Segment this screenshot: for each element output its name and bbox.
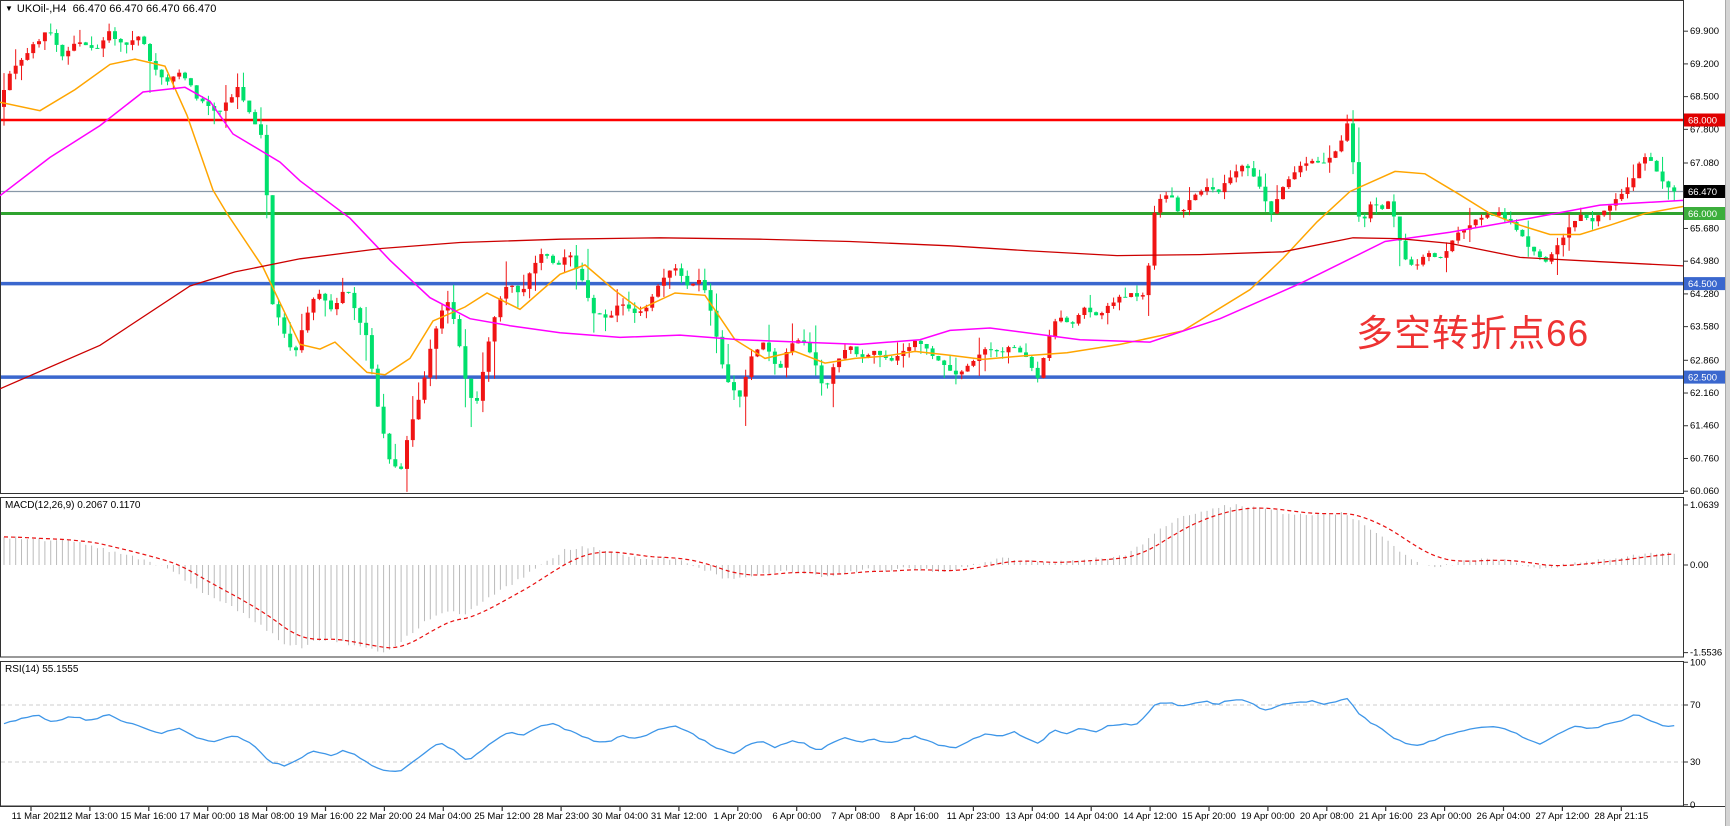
panel-border-1 [0,497,1684,658]
svg-text:23 Apr 00:00: 23 Apr 00:00 [1418,811,1472,822]
svg-text:62.500: 62.500 [1688,373,1717,384]
svg-text:7 Apr 08:00: 7 Apr 08:00 [831,811,880,822]
svg-text:28 Apr 21:15: 28 Apr 21:15 [1594,811,1648,822]
svg-text:69.900: 69.900 [1690,26,1719,37]
svg-text:25 Mar 12:00: 25 Mar 12:00 [474,811,530,822]
svg-text:27 Apr 12:00: 27 Apr 12:00 [1535,811,1589,822]
rsi-indicator-label: RSI(14) 55.1555 [5,664,79,675]
svg-text:1.0639: 1.0639 [1690,500,1719,511]
svg-text:21 Apr 16:00: 21 Apr 16:00 [1359,811,1413,822]
svg-text:12 Mar 13:00: 12 Mar 13:00 [62,811,118,822]
rsi-line [3,697,1675,772]
svg-text:31 Mar 12:00: 31 Mar 12:00 [651,811,707,822]
svg-text:28 Mar 23:00: 28 Mar 23:00 [533,811,589,822]
candles-layer [2,23,1677,492]
svg-text:0: 0 [1690,800,1695,811]
svg-text:62.860: 62.860 [1690,355,1719,366]
svg-text:17 Mar 00:00: 17 Mar 00:00 [180,811,236,822]
scrollbar[interactable] [1725,0,1730,826]
svg-text:68.000: 68.000 [1688,116,1717,127]
svg-text:68.500: 68.500 [1690,92,1719,103]
svg-text:1 Apr 20:00: 1 Apr 20:00 [713,811,762,822]
svg-text:19 Apr 00:00: 19 Apr 00:00 [1241,811,1295,822]
symbol-title[interactable]: ▼ UKOil-,H4 66.470 66.470 66.470 66.470 [5,3,216,15]
price-badge [1684,113,1727,127]
svg-text:60.060: 60.060 [1690,486,1719,497]
svg-text:67.080: 67.080 [1690,158,1719,169]
svg-text:15 Mar 16:00: 15 Mar 16:00 [121,811,177,822]
dropdown-arrow-icon[interactable]: ▼ [5,4,13,13]
price-badge [1684,277,1727,291]
svg-text:6 Apr 00:00: 6 Apr 00:00 [772,811,821,822]
svg-text:13 Apr 04:00: 13 Apr 04:00 [1005,811,1059,822]
svg-text:14 Apr 12:00: 14 Apr 12:00 [1123,811,1177,822]
svg-text:64.280: 64.280 [1690,289,1719,300]
price-axis: 69.900 69.200 68.500 67.800 67.080 65.680 64.9… [1683,26,1727,811]
svg-text:15 Apr 20:00: 15 Apr 20:00 [1182,811,1236,822]
svg-text:60.760: 60.760 [1690,453,1719,464]
panel-border-2 [0,661,1684,807]
svg-text:61.460: 61.460 [1690,421,1719,432]
chinese-annotation-text: 多空转折点66 [1356,313,1590,354]
svg-text:22 Mar 20:00: 22 Mar 20:00 [356,811,412,822]
price-badge [1684,370,1727,384]
svg-text:66.470: 66.470 [1688,187,1717,198]
svg-text:19 Mar 16:00: 19 Mar 16:00 [298,811,354,822]
ma-slow-darkred [0,237,1684,390]
svg-text:69.200: 69.200 [1690,59,1719,70]
horizontal-level-lines [1,118,1683,379]
symbol-period-label: UKOil-,H4 [16,3,67,15]
svg-text:30: 30 [1690,757,1701,768]
svg-text:67.800: 67.800 [1690,124,1719,135]
ohlc-values: 66.470 66.470 66.470 66.470 [72,3,217,15]
macd-signal-line [3,507,1675,649]
svg-text:70: 70 [1690,700,1701,711]
svg-text:20 Apr 08:00: 20 Apr 08:00 [1300,811,1354,822]
svg-text:65.680: 65.680 [1690,223,1719,234]
svg-text:63.580: 63.580 [1690,322,1719,333]
svg-text:30 Mar 04:00: 30 Mar 04:00 [592,811,648,822]
svg-text:24 Mar 04:00: 24 Mar 04:00 [415,811,471,822]
svg-text:0.00: 0.00 [1690,560,1709,571]
svg-text:64.980: 64.980 [1690,256,1719,267]
svg-text:11 Mar 2021: 11 Mar 2021 [12,811,65,822]
svg-text:62.160: 62.160 [1690,388,1719,399]
svg-text:8 Apr 16:00: 8 Apr 16:00 [890,811,939,822]
svg-text:100: 100 [1690,657,1706,668]
ma-mid-magenta [0,86,1684,346]
price-badge [1684,185,1727,198]
panel-border-0 [0,0,1684,494]
svg-text:64.500: 64.500 [1688,279,1717,290]
svg-text:18 Mar 08:00: 18 Mar 08:00 [239,811,295,822]
price-badge [1684,207,1727,220]
macd-indicator-label: MACD(12,26,9) 0.2067 0.1170 [5,500,141,511]
svg-text:26 Apr 04:00: 26 Apr 04:00 [1477,811,1531,822]
macd-histogram [3,504,1675,653]
svg-text:66.000: 66.000 [1688,209,1717,220]
moving-average-lines [0,58,1684,390]
svg-text:-1.5536: -1.5536 [1690,648,1722,659]
svg-text:11 Apr 23:00: 11 Apr 23:00 [947,811,1000,822]
svg-text:14 Apr 04:00: 14 Apr 04:00 [1064,811,1118,822]
